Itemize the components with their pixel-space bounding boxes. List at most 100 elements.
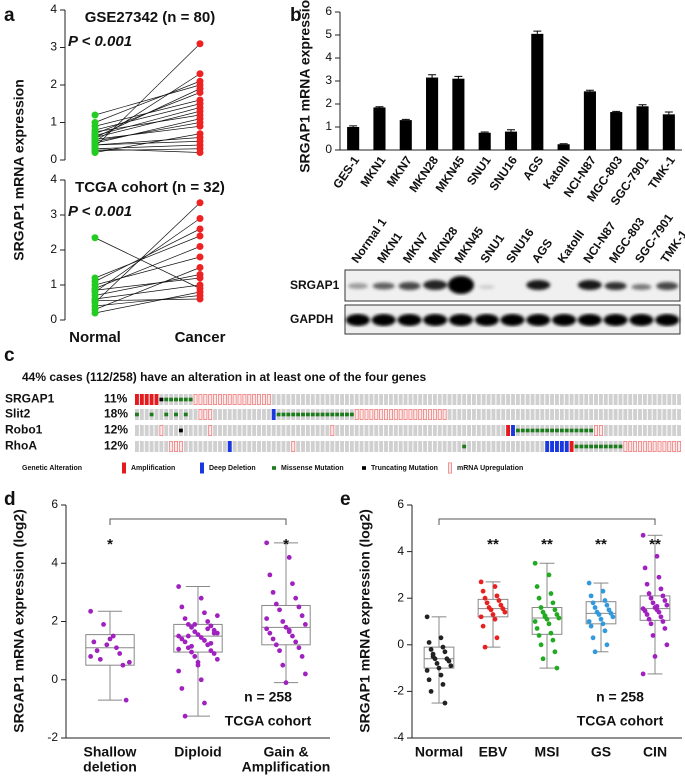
alteration-cell (603, 444, 608, 449)
alteration-cell (550, 441, 555, 452)
point (556, 615, 562, 621)
case-cell (193, 425, 198, 436)
point (648, 595, 654, 601)
x-tick-label: TMK-1 (645, 153, 678, 191)
band (372, 282, 395, 290)
point (280, 662, 286, 668)
point (442, 700, 448, 706)
case-cell (276, 425, 281, 436)
band (449, 314, 473, 326)
alteration-cell (242, 393, 247, 405)
subplot-title: TCGA cohort (n = 32) (75, 179, 225, 196)
case-cell (486, 425, 491, 436)
case-cell (530, 394, 535, 405)
case-cell (369, 441, 374, 452)
case-cell (618, 394, 623, 405)
point (658, 586, 664, 592)
case-cell (633, 425, 638, 436)
alteration (174, 412, 178, 417)
point (192, 629, 198, 635)
case-cell (271, 441, 276, 452)
case-cell (432, 425, 437, 436)
case-cell (349, 425, 354, 436)
blot-srgap1-bands (347, 276, 679, 294)
case-cell (574, 409, 579, 420)
case-cell (569, 394, 574, 405)
case-cell (315, 441, 320, 452)
y-tick-label: 0 (51, 672, 58, 686)
case-cell (247, 425, 252, 436)
alteration-cell (559, 441, 564, 452)
point (478, 614, 484, 620)
pair-line (94, 110, 201, 138)
box (531, 607, 563, 635)
case-cell (408, 394, 413, 405)
case-cell (198, 425, 203, 436)
case-cell (208, 441, 213, 452)
alteration-cell (232, 393, 237, 405)
case-cell (501, 441, 506, 452)
alteration-cell (520, 428, 525, 433)
point (540, 609, 546, 615)
point (277, 607, 282, 613)
pair-line (94, 118, 201, 144)
lane-label: MKN7 (400, 229, 431, 265)
alteration (135, 412, 139, 417)
point (91, 111, 99, 119)
case-cell (496, 425, 501, 436)
alteration-cell (598, 424, 603, 436)
band (526, 280, 551, 290)
y-tick-label: 6 (325, 4, 332, 18)
case-cell (677, 394, 681, 405)
case-cell (159, 409, 164, 420)
point (196, 149, 204, 156)
case-cell (169, 409, 174, 420)
point (196, 199, 204, 207)
alteration-cell (511, 425, 515, 436)
alteration-cell (135, 394, 139, 405)
case-cell (642, 394, 647, 405)
point (664, 602, 670, 608)
point (600, 621, 606, 627)
point (202, 638, 207, 643)
alteration-cell (618, 444, 623, 449)
significance: ** (541, 536, 553, 553)
case-cell (657, 394, 662, 405)
alteration-cell (428, 408, 432, 420)
alteration-cell (584, 444, 589, 449)
case-cell (638, 425, 642, 436)
point (662, 598, 668, 603)
point (656, 609, 662, 615)
alteration-cell (213, 393, 218, 405)
case-cell (413, 441, 418, 452)
point (196, 137, 204, 145)
bar (426, 77, 439, 150)
case-cell (159, 441, 164, 452)
y-tick-label: 1 (50, 277, 57, 291)
alteration-cell (164, 397, 169, 402)
case-cell (457, 394, 462, 405)
point (91, 137, 99, 145)
alteration-cell (569, 441, 574, 452)
case-cell (413, 425, 418, 436)
case-cell (491, 409, 496, 420)
case-cell (301, 441, 305, 452)
case-cell (598, 394, 603, 405)
x-tick-label: EBV (479, 744, 508, 760)
case-cell (266, 409, 271, 420)
alteration (183, 412, 188, 417)
case-cell (462, 425, 467, 436)
case-cell (242, 441, 247, 452)
bracket (109, 518, 287, 525)
pair-line (94, 148, 201, 151)
alteration-cell (515, 428, 520, 433)
case-cell (457, 441, 462, 452)
alteration-cell (154, 394, 159, 405)
alteration-cell (281, 412, 286, 417)
case-cell (432, 441, 437, 452)
alteration (159, 424, 164, 436)
alteration-cell (525, 428, 530, 433)
point (299, 613, 305, 619)
point (498, 602, 504, 608)
significance: ** (487, 536, 499, 553)
